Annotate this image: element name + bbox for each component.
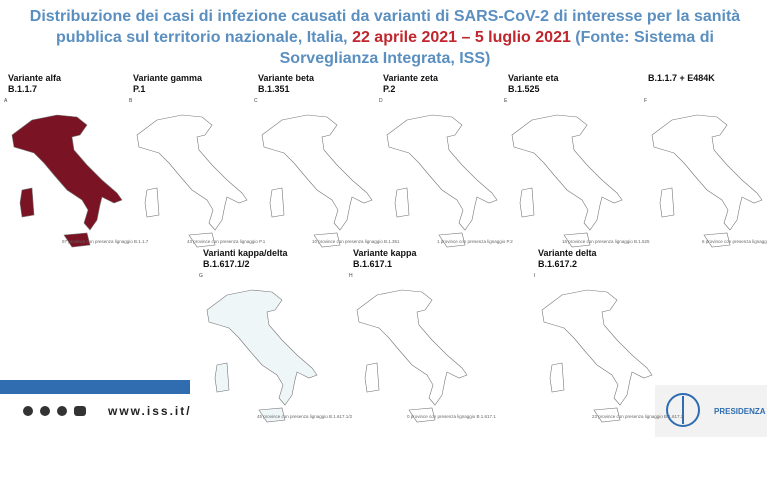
title-part: (Fonte: Sistema di Sorveglianza Integrat… bbox=[279, 29, 714, 67]
url: www.iss.it/ bbox=[107, 404, 192, 418]
emblem bbox=[666, 393, 700, 427]
panel-name: Variante gamma bbox=[133, 73, 203, 83]
panel-name: Variante beta bbox=[258, 73, 315, 83]
italy-shape bbox=[541, 289, 653, 423]
panel-letter: I bbox=[534, 273, 535, 279]
panel-letter: G bbox=[199, 273, 203, 279]
italy-map bbox=[511, 114, 623, 248]
italy-map bbox=[356, 289, 468, 423]
panel-lineage: B.1.617.1 bbox=[353, 259, 392, 269]
italy-shape bbox=[386, 114, 498, 248]
logo-box bbox=[655, 385, 767, 437]
panel-caption: 97 province con presenza lignaggio B.1.1… bbox=[62, 239, 149, 244]
italy-map bbox=[541, 289, 653, 423]
italy-shape bbox=[11, 114, 123, 248]
panel-letter: H bbox=[349, 273, 353, 279]
title-dates: 22 aprile 2021 – 5 luglio 2021 bbox=[352, 29, 571, 46]
italy-map bbox=[136, 114, 248, 248]
panel-caption: 16 province con presenza lignaggio B.1.5… bbox=[562, 239, 650, 244]
italy-map bbox=[206, 289, 318, 423]
panel-name: B.1.1.7 + E484K bbox=[648, 73, 715, 83]
panel-lineage: B.1.525 bbox=[508, 84, 540, 94]
panel-caption: 23 province con presenza lignaggio B.1.6… bbox=[592, 414, 684, 419]
panel-lineage: B.1.617.2 bbox=[538, 259, 577, 269]
presidenza: PRESIDENZA bbox=[714, 407, 766, 416]
italy-shape bbox=[206, 289, 318, 423]
italy-shape bbox=[261, 114, 373, 248]
map-panel: B.1.1.7 + E484K F 6 province con presenza … bbox=[644, 73, 767, 248]
panel-name: Varianti kappa/delta bbox=[203, 248, 289, 258]
panel-lineage: B.1.617.1/2 bbox=[203, 259, 250, 269]
panel-name: Variante zeta bbox=[383, 73, 439, 83]
panel-name: Variante eta bbox=[508, 73, 560, 83]
panel-caption: 10 province con presenza lignaggio B.1.3… bbox=[312, 239, 400, 244]
panel-lineage: B.1.351 bbox=[258, 84, 290, 94]
panel-name: Variante alfa bbox=[8, 73, 62, 83]
panel-lineage: P.1 bbox=[133, 84, 145, 94]
panel-letter: B bbox=[129, 98, 133, 104]
italy-shape bbox=[136, 114, 248, 248]
panel-letter: E bbox=[504, 98, 508, 104]
panel-letter: F bbox=[644, 98, 647, 104]
italy-map bbox=[386, 114, 498, 248]
panel-name: Variante kappa bbox=[353, 248, 418, 258]
italy-map bbox=[11, 114, 123, 248]
panel-lineage: B.1.1.7 bbox=[8, 84, 37, 94]
panel-caption: 1 province con presenza lignaggio P.2 bbox=[437, 239, 513, 244]
panel-letter: D bbox=[379, 98, 383, 104]
panel-name: Variante delta bbox=[538, 248, 598, 258]
footer-stripe bbox=[0, 380, 190, 394]
title-part: Distribuzione dei casi di infezione caus… bbox=[29, 8, 741, 46]
italy-map bbox=[261, 114, 373, 248]
italy-map bbox=[651, 114, 763, 248]
panel-lineage: P.2 bbox=[383, 84, 395, 94]
panel-caption: 0 province con presenza lignaggio B.1.61… bbox=[407, 414, 496, 419]
italy-shape bbox=[356, 289, 468, 423]
italy-shape bbox=[651, 114, 763, 248]
social-icons bbox=[23, 406, 86, 416]
panel-caption: 45 province con presenza lignaggio B.1.6… bbox=[257, 414, 353, 419]
panel-letter: A bbox=[4, 98, 8, 104]
panel-caption: 6 province con presenza lignaggio B.1.1.… bbox=[702, 239, 767, 244]
panel-letter: C bbox=[254, 98, 258, 104]
panel-caption: 43 province con presenza lignaggio P.1 bbox=[187, 239, 266, 244]
title: Distribuzione dei casi di infezione caus… bbox=[10, 6, 760, 69]
italy-shape bbox=[511, 114, 623, 248]
